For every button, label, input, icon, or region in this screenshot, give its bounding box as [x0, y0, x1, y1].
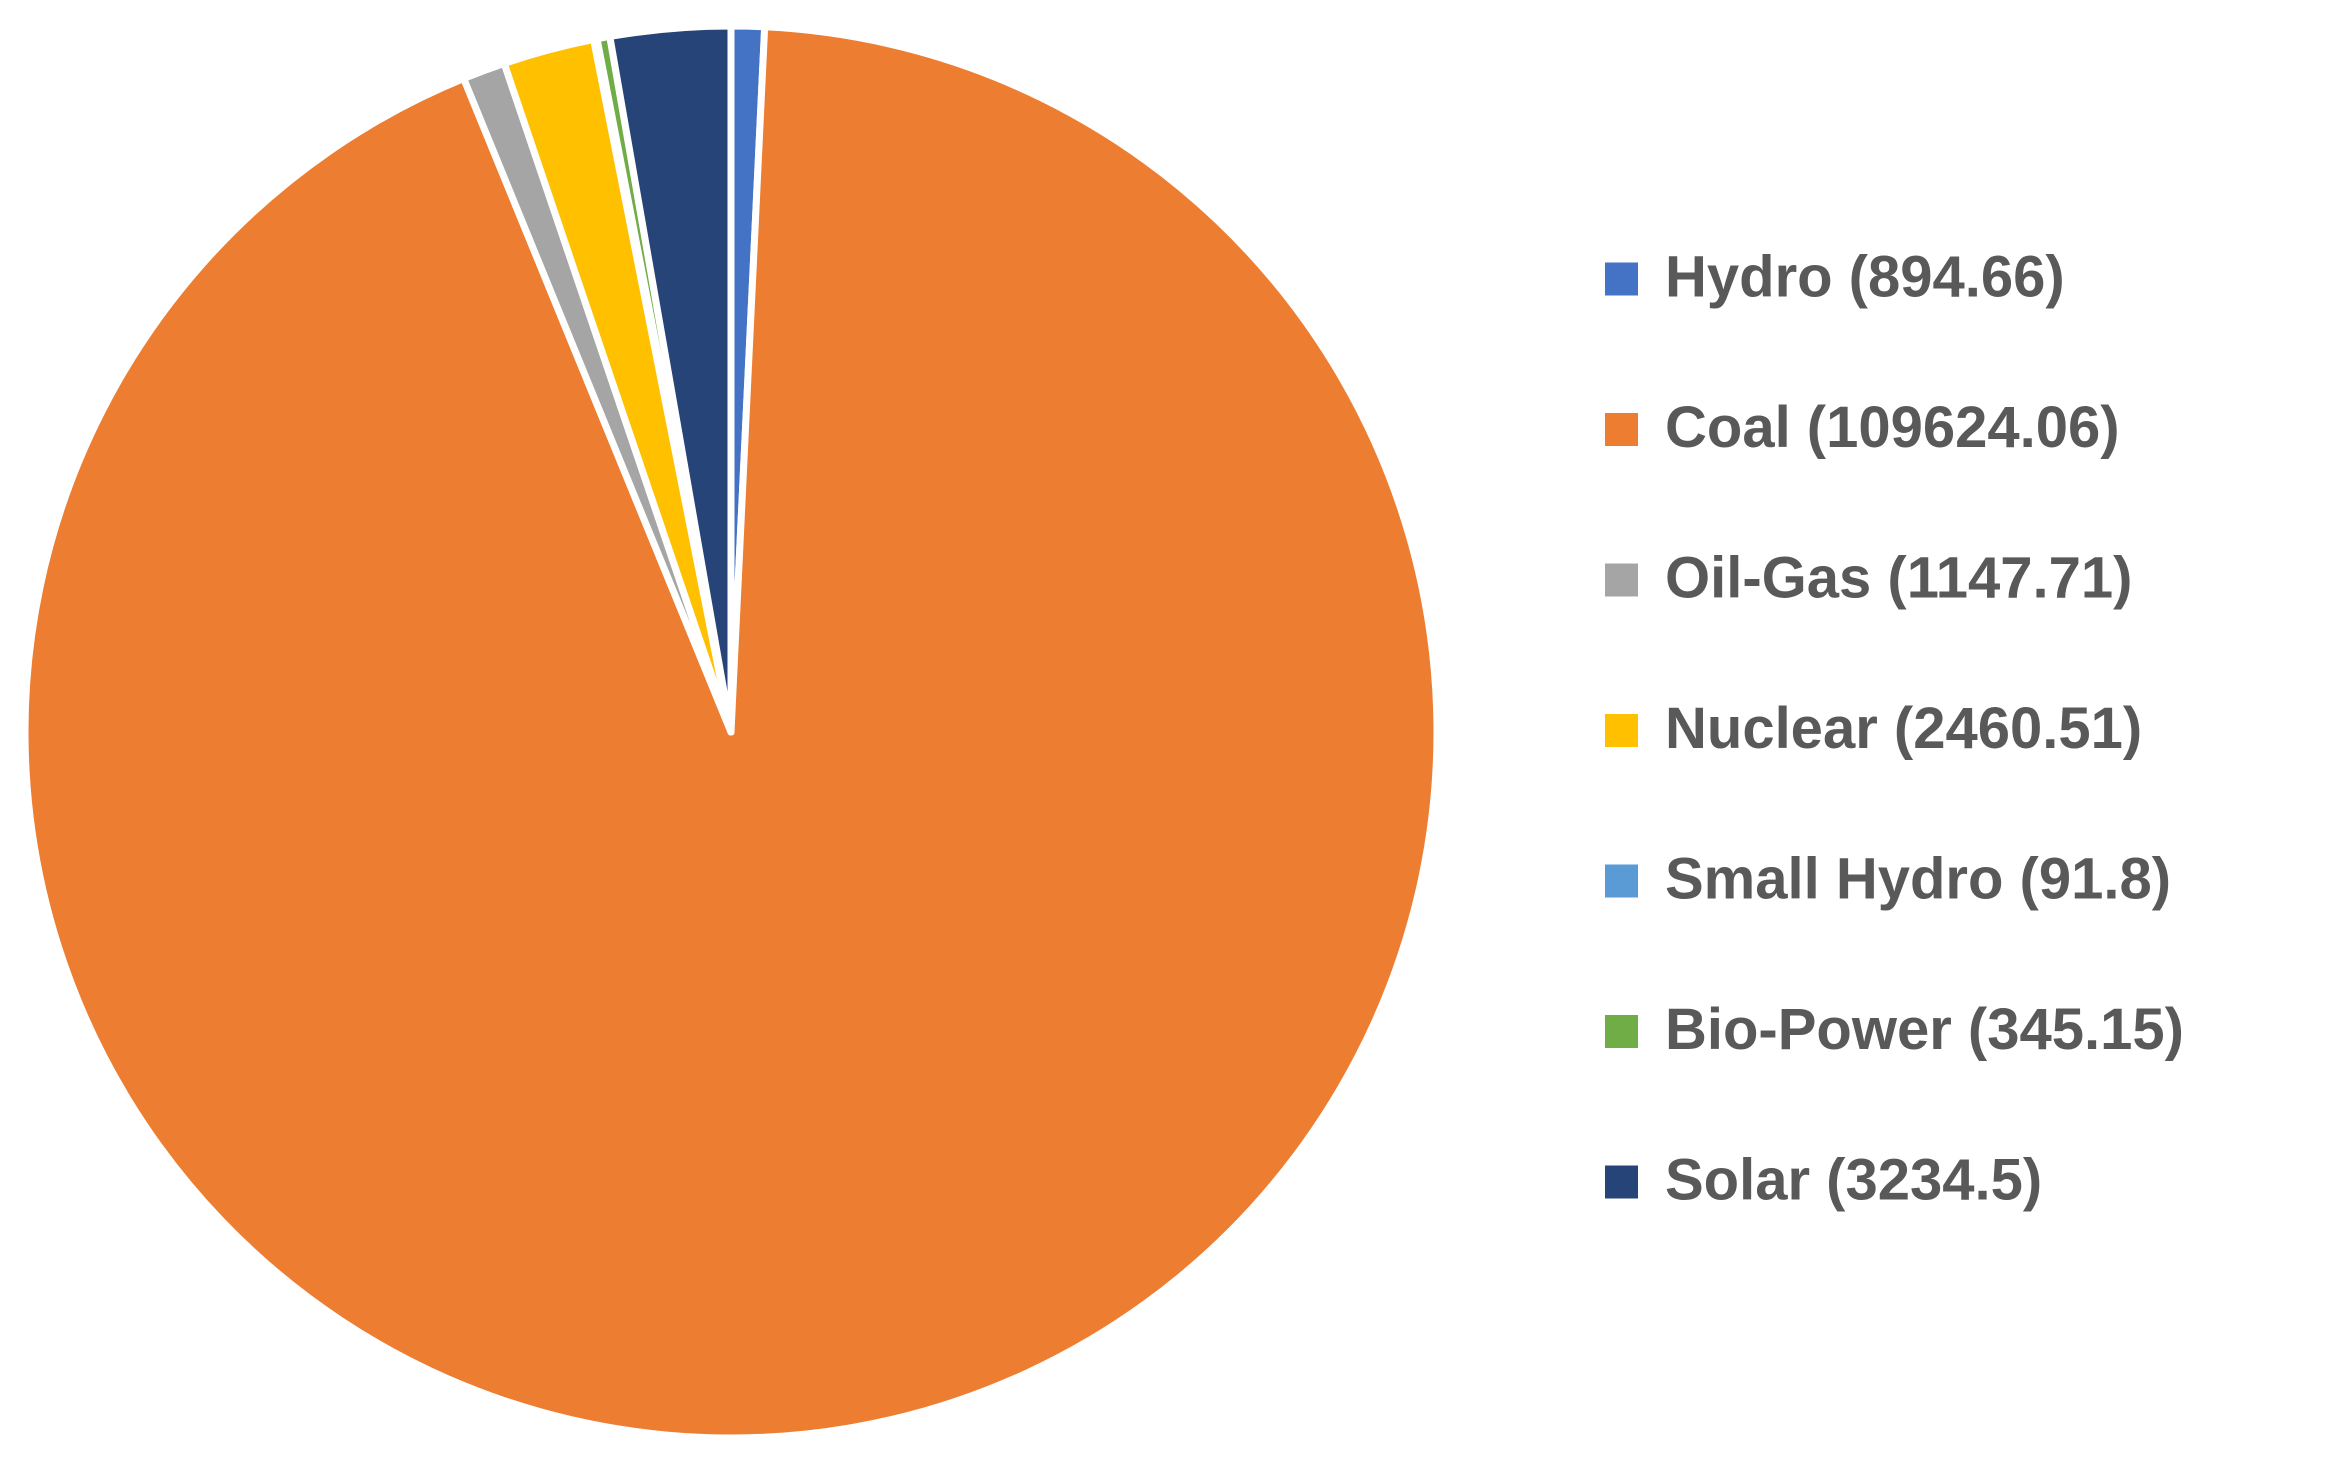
legend-label: Hydro (894.66): [1665, 244, 2065, 309]
legend-label: Bio-Power (345.15): [1665, 997, 2184, 1062]
legend-marker: [1605, 1165, 1638, 1199]
legend-label: Solar (3234.5): [1665, 1147, 2042, 1212]
legend-marker: [1605, 262, 1638, 296]
legend-marker: [1605, 1015, 1638, 1048]
legend-label: Nuclear (2460.51): [1665, 696, 2142, 761]
legend-label: Small Hydro (91.8): [1665, 846, 2171, 911]
legend-label: Oil-Gas (1147.71): [1665, 545, 2132, 610]
legend-marker: [1605, 413, 1638, 446]
legend-label: Coal (109624.06): [1665, 395, 2120, 460]
pie-slice: [606, 22, 735, 736]
legend-marker: [1605, 864, 1638, 898]
legend-marker: [1605, 563, 1638, 597]
legend-marker: [1605, 714, 1638, 747]
